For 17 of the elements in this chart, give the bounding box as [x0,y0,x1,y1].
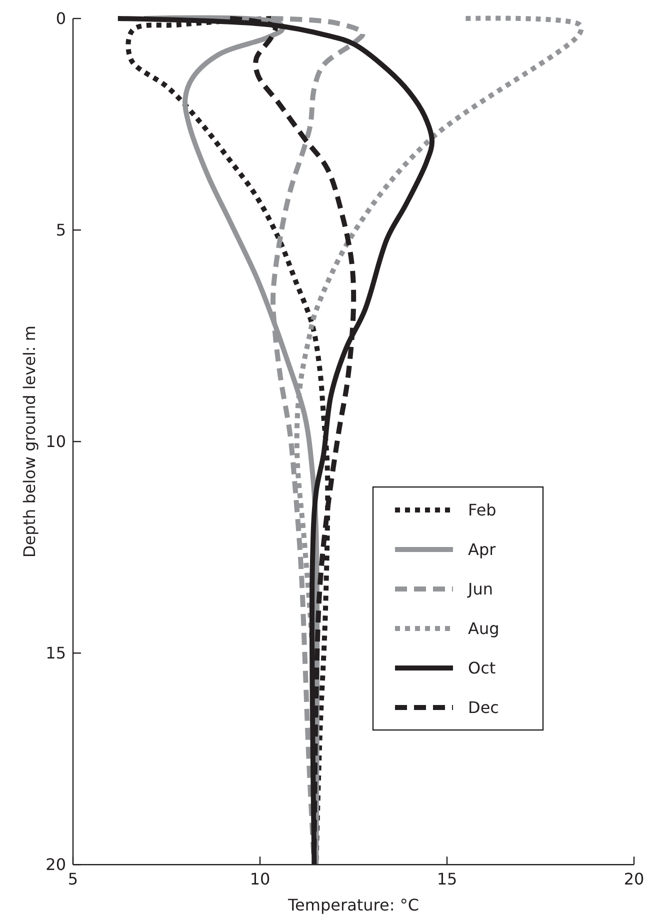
y-tick-label: 20 [46,855,66,874]
y-tick-label: 15 [46,644,66,663]
y-tick-label: 5 [56,220,66,240]
legend-label: Jun [467,580,493,599]
y-axis-title: Depth below ground level: m [20,326,39,558]
y-tick-label: 0 [56,9,66,28]
x-tick-label: 5 [68,870,78,889]
x-tick-label: 10 [250,870,270,889]
legend-label: Dec [468,698,499,718]
x-tick-label: 20 [624,870,644,889]
legend-label: Aug [468,619,500,638]
x-axis-title: Temperature: °C [287,896,419,915]
x-tick-label: 15 [436,870,458,889]
legend-label: Oct [468,658,496,678]
legend-label: Apr [468,540,496,560]
y-tick-label: 10 [46,432,66,452]
legend-label: Feb [468,500,496,520]
